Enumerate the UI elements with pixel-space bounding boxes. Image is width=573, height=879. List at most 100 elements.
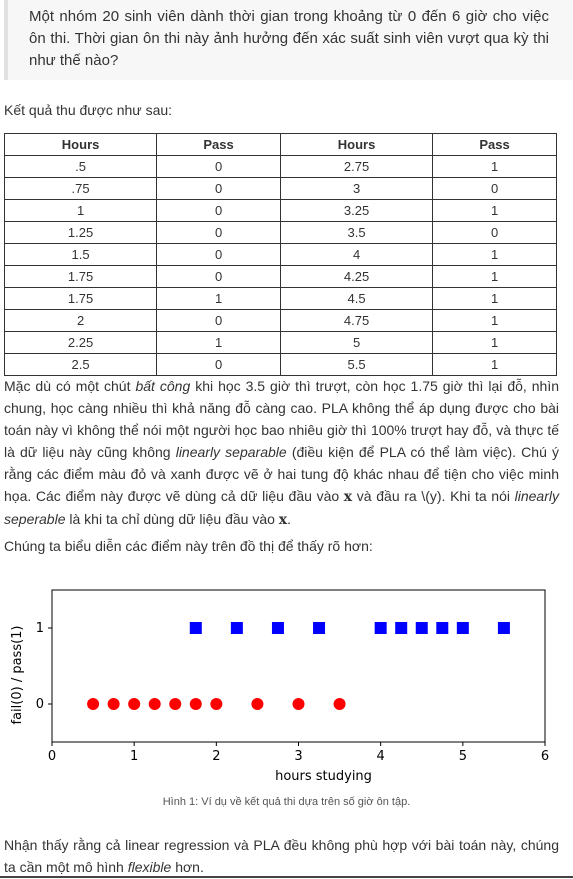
x-tick-label: 3 — [294, 749, 302, 764]
table-cell: 1 — [432, 331, 557, 354]
table-row: .5 0 2.75 1 — [3, 155, 557, 178]
fail-point — [128, 698, 141, 710]
table-row: 1.25 0 3.5 0 — [3, 221, 557, 244]
para3-part1: Nhận thấy rằng cả linear regression và P… — [4, 837, 559, 875]
table-cell: .75 — [3, 177, 158, 200]
chart-intro-paragraph: Chúng ta biểu diễn các điểm này trên đồ … — [4, 538, 373, 554]
figure-caption: Hình 1: Ví dụ về kết quả thi dựa trên số… — [162, 796, 411, 808]
table-cell: 0 — [156, 221, 281, 244]
fail-point — [189, 698, 202, 710]
pass-point — [374, 622, 387, 634]
x-axis-label: hours studying — [275, 769, 372, 784]
table-cell: .5 — [3, 155, 158, 178]
table-cell: 1 — [432, 309, 557, 332]
fail-point — [251, 698, 264, 710]
table-row: 2.25 1 5 1 — [3, 331, 557, 354]
table-cell: 0 — [156, 155, 281, 178]
plot-frame — [51, 589, 546, 743]
para1-part7: và đầu ra \(y). Khi ta nói — [352, 488, 515, 504]
question-text: Một nhóm 20 sinh viên dành thời gian tro… — [29, 8, 549, 69]
pass-point — [415, 622, 428, 634]
table-header-row: Hours Pass Hours Pass — [3, 133, 557, 156]
pass-point — [271, 622, 284, 634]
para1-end: . — [287, 511, 292, 527]
scatter-chart: 0 1 2 3 4 5 6 0 1 hours studying fail(0) / pass(1) — [10, 589, 549, 784]
table-cell: 0 — [156, 309, 281, 332]
table-cell: 2.25 — [3, 331, 158, 354]
header-hours-1: Hours — [3, 133, 158, 156]
pass-point — [497, 622, 510, 634]
para3-emphasis-flexible: flexible — [127, 859, 172, 875]
header-pass-2: Pass — [432, 133, 557, 156]
table-cell: 0 — [156, 199, 281, 222]
y-axis-label: fail(0) / pass(1) — [10, 625, 25, 724]
table-cell: 0 — [432, 177, 557, 200]
table-cell: 5 — [279, 331, 434, 354]
table-cell: 1.75 — [3, 287, 158, 310]
conclusion-paragraph: Nhận thấy rằng cả linear regression và P… — [4, 834, 559, 878]
table-body: .5 0 2.75 1.75 0 3 0 1 0 3.25 1 1.25 0 3.5 0 1.5 0 4 1 1.75… — [3, 155, 557, 376]
pass-point — [395, 622, 408, 634]
table-cell: 1 — [432, 265, 557, 288]
bottom-divider — [0, 876, 573, 878]
fail-point — [210, 698, 223, 710]
pass-point — [230, 622, 243, 634]
table-cell: 2.75 — [279, 155, 434, 178]
para1-emphasis-seperable: linearly seperable — [4, 488, 559, 527]
fail-point — [292, 698, 305, 710]
table-cell: 4 — [279, 243, 434, 266]
table-cell: 4.25 — [279, 265, 434, 288]
para1-part1: Mặc dù có một chút — [4, 378, 136, 394]
table-cell: 3 — [279, 177, 434, 200]
fail-point — [169, 698, 182, 710]
y-tick-label: 0 — [36, 697, 44, 712]
table-row: 2 0 4.75 1 — [3, 309, 557, 332]
table-cell: 1 — [156, 287, 281, 310]
table-cell: 1 — [432, 287, 557, 310]
table-cell: 4.75 — [279, 309, 434, 332]
pass-point — [189, 622, 202, 634]
para1-part3: khi học 3.5 giờ thì trượt, còn học 1.75 … — [4, 378, 559, 460]
pass-point — [436, 622, 449, 634]
header-pass-1: Pass — [156, 133, 281, 156]
table-cell: 1 — [432, 155, 557, 178]
explanation-paragraph: Mặc dù có một chút bất công khi học 3.5 … — [4, 375, 559, 531]
table-row: .75 0 3 0 — [3, 177, 557, 200]
table-cell: 1 — [432, 353, 557, 376]
table-cell: 0 — [156, 265, 281, 288]
para1-emphasis-unfair: bất công — [135, 378, 191, 394]
table-cell: 2.5 — [3, 353, 158, 376]
question-blockquote: Một nhóm 20 sinh viên dành thời gian tro… — [4, 0, 573, 80]
table-row: 1.75 1 4.5 1 — [3, 287, 557, 310]
para1-part9: là khi ta chỉ dùng dữ liệu đầu vào — [65, 511, 279, 527]
fail-point — [107, 698, 120, 710]
para1-part5: (điều kiện để PLA có thể làm việc). Chú … — [4, 444, 559, 504]
table-cell: 4.5 — [279, 287, 434, 310]
x-tick-label: 6 — [541, 749, 549, 764]
results-intro: Kết quả thu được như sau: — [4, 102, 173, 118]
fail-point — [333, 698, 346, 710]
x-tick-label: 0 — [48, 749, 56, 764]
table-row: 1.5 0 4 1 — [3, 243, 557, 266]
table-cell: 5.5 — [279, 353, 434, 376]
table-row: 1.75 0 4.25 1 — [3, 265, 557, 288]
x-tick-label: 2 — [212, 749, 220, 764]
table-cell: 1.75 — [3, 265, 158, 288]
pass-point — [456, 622, 469, 634]
para1-math-x-2: x — [278, 512, 288, 528]
para1-emphasis-separable: linearly separable — [175, 444, 287, 460]
x-tick-label: 5 — [459, 749, 467, 764]
table-row: 2.5 0 5.5 1 — [3, 353, 557, 376]
results-table: Hours Pass Hours Pass .5 0 2.75 1.75 0 3 0 1 0 3.… — [3, 133, 557, 376]
x-tick-label: 1 — [130, 749, 138, 764]
fail-point — [148, 698, 161, 710]
table-cell: 0 — [156, 177, 281, 200]
table-cell: 0 — [156, 353, 281, 376]
table-cell: 2 — [3, 309, 158, 332]
table-cell: 1 — [432, 199, 557, 222]
para3-end: hơn. — [171, 859, 204, 875]
table-row: 1 0 3.25 1 — [3, 199, 557, 222]
table-cell: 1 — [432, 243, 557, 266]
table-cell: 1 — [3, 199, 158, 222]
pass-point — [313, 622, 326, 634]
